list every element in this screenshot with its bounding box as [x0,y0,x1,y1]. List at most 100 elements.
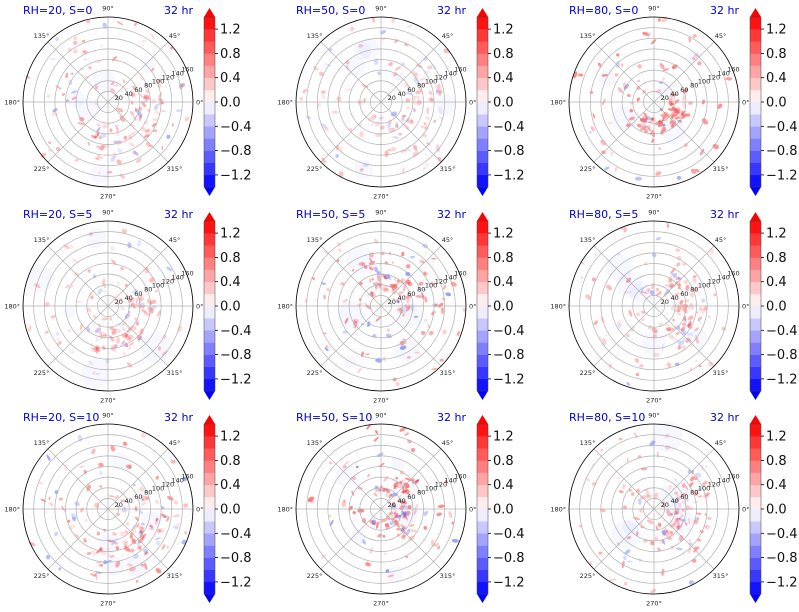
heatmap-cell [381,488,386,493]
heatmap-cell [128,341,135,347]
angle-tick-label: 225° [307,165,323,173]
angular-gridline [653,508,715,570]
colorbar-tick-label: −1.2 [220,575,252,590]
colorbar-band [204,533,215,546]
colorbar-band [204,17,215,30]
heatmap-cell [695,169,700,173]
heatmap-cell [402,515,407,519]
heatmap-cell [99,332,103,336]
heatmap-cell [392,515,396,520]
heatmap-cell [622,483,626,490]
colorbar-band [477,65,488,79]
heatmap-cell [65,99,69,103]
heatmap-cell [136,322,140,327]
heatmap-cell [125,556,148,579]
heatmap-cell [395,476,398,480]
heatmap-cell [182,476,188,482]
colorbar-band [750,460,761,473]
heatmap-cell [614,166,618,172]
heatmap-cell [699,148,705,156]
heatmap-cell [674,116,681,120]
heatmap-cell [591,277,596,282]
colorbar-tick-label: −0.4 [220,120,252,135]
angular-gridline [320,448,382,510]
heatmap-cell [676,255,682,261]
heatmap-cell [143,321,146,325]
heatmap-cell [151,32,155,40]
radial-tick-label: 80 [417,286,425,294]
heatmap-cell [645,124,650,127]
colorbar-tick-label: 0.0 [766,96,787,111]
colorbar-extend-min [204,187,215,196]
heatmap-cell [426,107,430,115]
radial-tick-label: 140 [444,274,456,282]
heatmap-cell [302,89,307,94]
colorbar-band [477,233,488,246]
heatmap-cell [93,135,98,139]
heatmap-cell [410,447,416,453]
heatmap-cell [616,272,642,297]
heatmap-cell [107,334,113,338]
heatmap-cell [113,140,119,144]
heatmap-cell [402,167,405,173]
colorbar-band [477,17,488,30]
angle-tick-label: 0° [742,506,749,514]
heatmap-cell [670,124,675,128]
heatmap-cell [638,498,642,506]
heatmap-cell [388,127,396,133]
panel-title-left: RH=20, S=5 [23,208,92,221]
colorbar-band [477,41,488,54]
heatmap-cell [94,84,99,89]
heatmap-cell [173,500,179,505]
heatmap-cell [693,493,699,496]
heatmap-cell [357,37,380,60]
heatmap-cell [114,140,120,147]
heatmap-cell [312,277,316,280]
angle-tick-label: 45° [442,32,454,40]
heatmap-cell [412,151,419,157]
heatmap-cell [111,349,118,353]
heatmap-cell [337,300,365,329]
angle-tick-label: 225° [34,165,50,173]
angle-tick-label: 0° [196,303,203,311]
heatmap-cell [593,320,598,326]
radial-tick-label: 20 [388,298,396,306]
heatmap-cell [375,133,383,138]
heatmap-cell [692,517,700,523]
heatmap-cell [641,115,648,121]
heatmap-cell [136,523,140,528]
heatmap-cell [149,299,157,305]
radial-tick-label: 60 [407,493,415,501]
colorbar-band [477,448,488,461]
heatmap-cell [649,119,657,123]
heatmap-cell [644,261,648,266]
colorbar-band [477,138,488,151]
heatmap-cell [631,492,635,496]
heatmap-cell [672,303,680,308]
colorbar-extend-min [477,187,488,196]
heatmap-cell [606,284,613,290]
heatmap-cell [398,291,404,295]
colorbar-tick-label: 0.0 [220,503,241,518]
colorbar-band [750,233,761,246]
heatmap-cell [433,119,437,123]
heatmap-cell [640,288,644,294]
heatmap-cell [431,367,438,371]
colorbar-band [477,424,488,437]
heatmap-cell [171,277,176,281]
heatmap-cell [102,22,108,29]
heatmap-cell [74,533,80,538]
heatmap-cell [401,510,406,518]
heatmap-cell [123,545,127,552]
heatmap-cell [391,457,405,471]
colorbar-band [750,509,761,522]
heatmap-cell [713,293,717,297]
heatmap-cell [140,293,143,298]
angular-gridline [593,245,655,307]
colorbar-band [477,293,488,307]
colorbar-band [477,77,488,91]
heatmap-cell [380,29,387,35]
heatmap-cell [406,92,413,95]
heatmap-cell [396,307,402,311]
heatmap-cell [135,525,138,528]
